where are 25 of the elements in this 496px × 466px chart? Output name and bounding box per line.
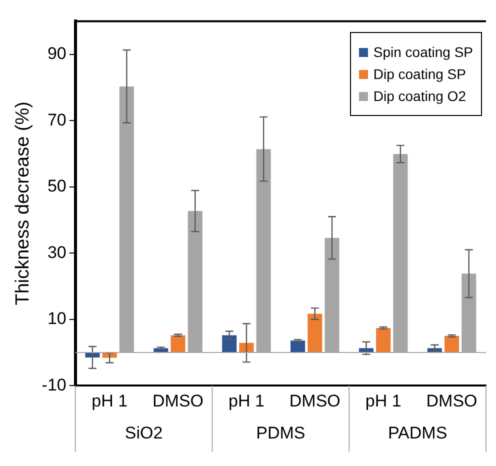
- legend-label: Dip coating O2: [373, 88, 466, 104]
- y-axis-title: Thickness decrease (%): [12, 102, 34, 306]
- legend-label: Spin coating SP: [373, 44, 473, 60]
- text: SiO2: [124, 423, 163, 442]
- bar: [222, 335, 237, 352]
- bar: [444, 336, 460, 352]
- y-tick-label: 50: [47, 176, 66, 196]
- x-tick-label: pH 1: [365, 391, 402, 410]
- x-tick-label: DMSO: [426, 391, 478, 410]
- x-tick-label: DMSO: [289, 391, 340, 410]
- y-tick-label: -10: [42, 375, 66, 394]
- legend-label: Dip coating SP: [373, 66, 466, 82]
- y-tick-label: 90: [47, 44, 66, 64]
- text: PADMS: [388, 423, 448, 442]
- y-tick-label: 30: [47, 242, 66, 262]
- text: PDMS: [256, 423, 306, 442]
- bar: [376, 328, 391, 352]
- y-tick-label: 10: [47, 309, 66, 328]
- bar: [290, 340, 306, 352]
- bar: [308, 314, 322, 352]
- x-tick-label: pH 1: [92, 391, 128, 410]
- bar: [170, 335, 186, 352]
- y-tick-label: 70: [47, 110, 66, 130]
- x-tick-label: pH 1: [228, 391, 264, 410]
- x-tick-label: DMSO: [152, 391, 204, 410]
